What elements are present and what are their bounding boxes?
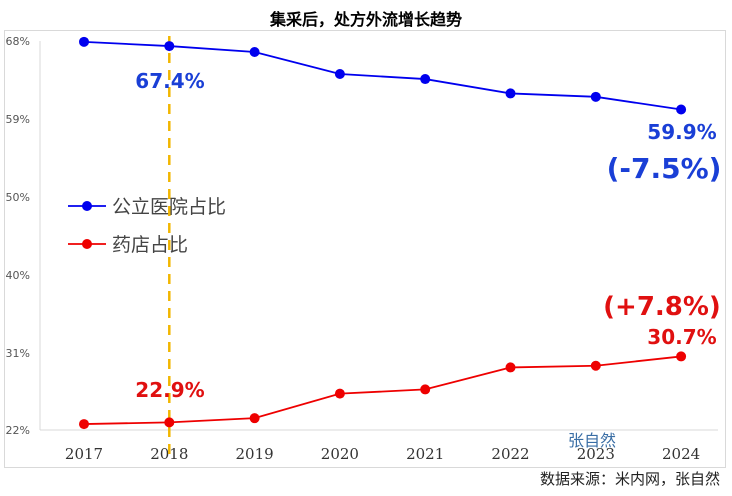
data-point-hospital [676,104,687,115]
legend-marker [82,239,92,249]
x-tick-label: 2019 [236,445,274,463]
source-note: 数据来源：米内网，张自然 [539,470,720,488]
data-point-pharmacy [420,384,431,395]
data-point-hospital [420,74,431,85]
legend-label: 公立医院占比 [112,196,226,218]
y-tick-label: 59% [6,113,30,126]
x-tick-label: 2021 [406,445,444,463]
y-tick-label: 40% [6,269,30,282]
x-tick-label: 2022 [491,445,529,463]
watermark-text: 张自然 [568,431,616,450]
plot-frame [4,30,726,468]
series-line-hospital [83,40,682,111]
legend-label: 药店占比 [112,234,188,256]
label-pharmacy-2024: 30.7% [647,325,716,349]
data-point-hospital [79,36,89,47]
label-hospital-change: (-7.5%) [607,152,722,185]
data-point-hospital [590,91,601,102]
data-point-hospital [505,88,516,99]
x-tick-label: 2023 [577,445,615,463]
y-tick-label: 68% [6,35,30,48]
data-point-pharmacy [334,388,345,399]
label-hospital-2024: 59.9% [647,120,716,144]
y-tick-label: 22% [6,424,30,437]
label-pharmacy-change: (+7.8%) [603,292,721,322]
y-tick-label: 50% [6,191,30,204]
data-point-hospital [334,68,345,79]
data-point-pharmacy [505,362,516,373]
data-point-hospital [164,41,175,52]
label-pharmacy-2018: 22.9% [135,378,204,402]
data-point-pharmacy [164,417,175,428]
label-hospital-2018: 67.4% [135,69,204,93]
x-tick-label: 2024 [662,445,700,463]
data-point-pharmacy [79,419,89,430]
x-tick-label: 2017 [65,445,103,463]
series-line-pharmacy [83,355,682,425]
data-point-pharmacy [676,351,687,362]
chart-title: 集采后，处方外流增长趋势 [269,10,462,29]
data-point-pharmacy [590,360,601,371]
x-tick-label: 2020 [321,445,359,463]
data-point-hospital [249,46,260,57]
data-point-pharmacy [249,413,260,424]
legend-marker [82,201,92,211]
y-tick-label: 31% [6,347,30,360]
